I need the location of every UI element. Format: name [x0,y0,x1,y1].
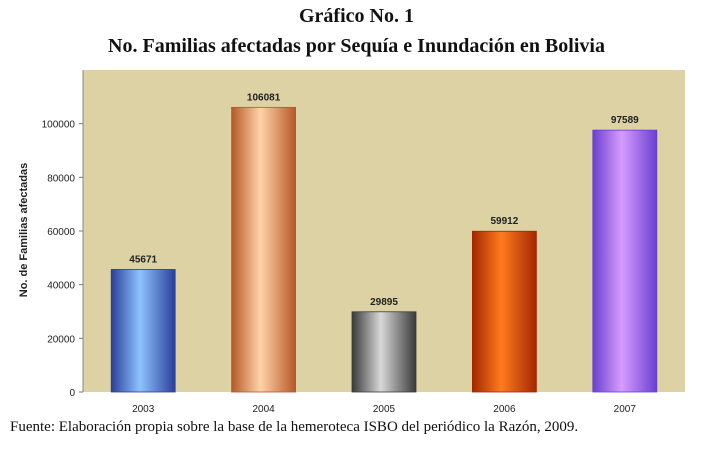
y-axis-label: No. de Familias afectadas [18,163,30,298]
bar-chart: 0 20000 40000 60000 80000 100000 45671 106081 2… [18,70,685,415]
y-tick-label: 20000 [47,334,75,345]
data-label-2003: 45671 [129,254,157,265]
bar-2005 [351,311,417,393]
source-note: Fuente: Elaboración propia sobre la base… [10,419,579,435]
y-tick-label: 80000 [47,173,75,184]
data-label-2007: 97589 [611,115,639,126]
x-tick-label-2004: 2004 [252,404,275,415]
x-tick-label-2006: 2006 [493,404,516,415]
chart-title: Gráfico No. 1 [299,5,414,27]
y-tick-label: 60000 [47,227,75,238]
x-tick-label-2005: 2005 [373,404,396,415]
bar-2004 [231,106,297,393]
y-tick-label: 40000 [47,281,75,292]
data-label-2006: 59912 [490,216,518,227]
bar-2003 [110,269,176,393]
x-tick-label-2007: 2007 [614,404,637,415]
bar-2006 [471,230,537,393]
data-label-2004: 106081 [247,92,281,103]
data-label-2005: 29895 [370,297,398,308]
bar-2007 [592,129,658,393]
x-tick-label-2003: 2003 [132,404,155,415]
chart-subtitle: No. Familias afectadas por Sequía e Inun… [108,35,605,57]
y-tick-label: 0 [69,388,75,399]
y-tick-label: 100000 [42,120,76,131]
